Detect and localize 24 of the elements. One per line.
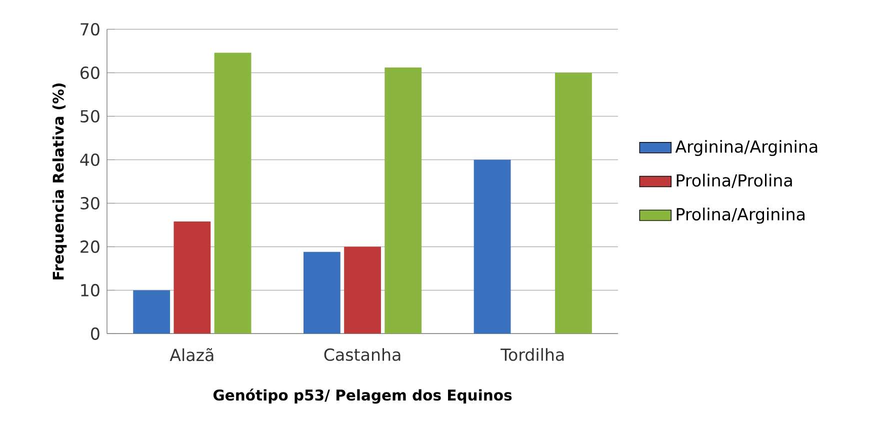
x-tick-label: Alazã xyxy=(170,348,214,362)
y-tick-label: 40 xyxy=(80,153,100,166)
x-tick-label: Tordilha xyxy=(500,348,564,361)
y-tick-label: 70 xyxy=(80,23,100,36)
y-tick-label: 10 xyxy=(81,284,100,296)
legend-label: Arginina/Arginina xyxy=(675,140,818,156)
bar xyxy=(303,252,340,334)
bar xyxy=(214,52,252,334)
x-axis-title: Genótipo p53/ Pelagem dos Equinos xyxy=(213,388,512,404)
y-tick-label: 30 xyxy=(80,196,100,210)
y-axis-title: Frequencia Relativa (%) xyxy=(52,84,67,280)
bar xyxy=(474,160,511,334)
y-tick-label: 50 xyxy=(80,110,100,123)
bar xyxy=(344,246,381,334)
y-tick-label: 60 xyxy=(80,66,100,80)
y-tick-label: 0 xyxy=(91,327,100,340)
bar xyxy=(133,290,170,334)
legend-label: Prolina/Prolina xyxy=(676,174,792,188)
bar xyxy=(555,72,592,334)
legend-label: Prolina/Arginina xyxy=(676,208,804,224)
bar xyxy=(384,68,422,334)
x-tick-label: Castanha xyxy=(324,348,400,361)
y-tick-label: 20 xyxy=(80,240,100,253)
bar xyxy=(174,221,211,334)
